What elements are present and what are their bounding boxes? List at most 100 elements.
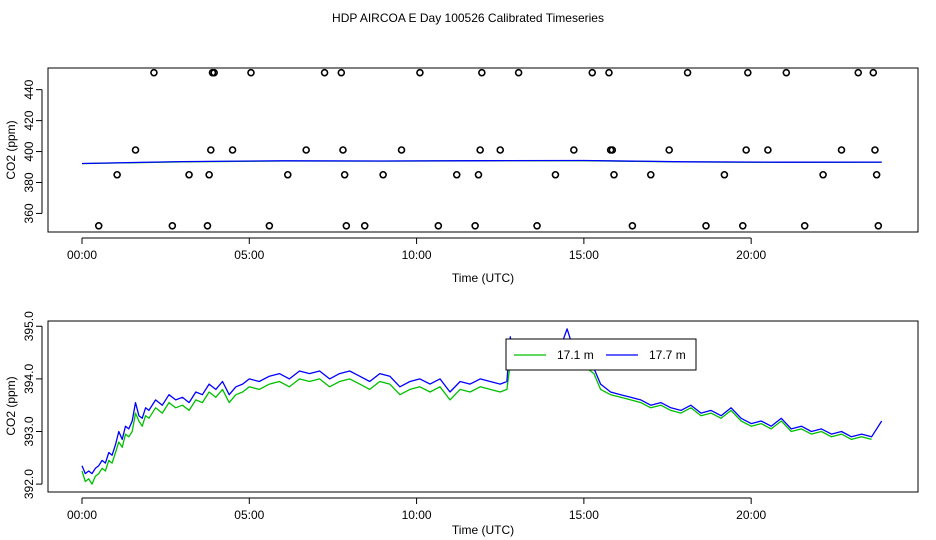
scatter-point [397, 146, 406, 154]
scatter-point [551, 170, 560, 179]
top-y-tick-label: 420 [22, 110, 36, 130]
bottom-y-axis-label: CO2 (ppm) [4, 376, 18, 435]
scatter-point [854, 68, 863, 77]
scatter-point [478, 68, 486, 77]
top-x-axis: 00:00 05:00 10:00 15:00 20:00 [67, 237, 767, 262]
top-x-tick-label: 05:00 [234, 248, 264, 262]
bottom-series-layer [81, 328, 883, 485]
bottom-y-axis: 392.0 393.0 394.0 395.0 [22, 311, 43, 499]
scatter-point [628, 222, 637, 230]
scatter-point [605, 68, 613, 77]
scatter-point [283, 170, 292, 179]
top-x-tick-label: 00:00 [67, 248, 97, 262]
scatter-point [476, 146, 484, 154]
scatter-point [874, 222, 883, 230]
top-panel: 00:00 05:00 10:00 15:00 20:00 360 380 400 420 44… [4, 67, 919, 285]
scatter-point [168, 222, 177, 230]
bottom-y-tick-label: 393.0 [22, 416, 36, 446]
scatter-point [265, 222, 274, 230]
top-series-layer [81, 159, 882, 165]
top-y-tick-label: 440 [22, 79, 36, 99]
scatter-point [496, 146, 505, 154]
top-points-layer [94, 68, 883, 230]
scatter-point [203, 222, 212, 230]
legend-label-17-7m: 17.7 m [649, 348, 686, 362]
bottom-series-line-1 [81, 328, 883, 475]
top-y-tick-label: 380 [22, 172, 36, 192]
scatter-point [474, 170, 483, 179]
bottom-plot-frame [47, 320, 919, 493]
scatter-point [228, 146, 237, 154]
bottom-x-tick-label: 05:00 [234, 508, 264, 522]
scatter-point [608, 146, 617, 154]
scatter-point [588, 68, 597, 77]
scatter-point [210, 68, 218, 77]
scatter-point [646, 170, 655, 179]
bottom-y-tick-label: 392.0 [22, 469, 36, 499]
legend-label-17-1m: 17.1 m [557, 348, 594, 362]
scatter-point [302, 146, 310, 154]
scatter-point [471, 222, 479, 230]
scatter-point [434, 222, 443, 230]
top-y-tick-label: 360 [22, 203, 36, 223]
scatter-point [379, 170, 387, 179]
top-x-axis-label: Time (UTC) [452, 271, 514, 285]
bottom-x-axis-label: Time (UTC) [452, 523, 514, 537]
scatter-point [869, 68, 878, 77]
scatter-point [744, 68, 752, 77]
legend: 17.1 m 17.7 m [505, 338, 697, 371]
scatter-point [452, 170, 461, 179]
scatter-point [782, 68, 791, 77]
scatter-point [702, 222, 710, 230]
bottom-series-line-0 [81, 346, 872, 485]
top-x-tick-label: 15:00 [569, 248, 599, 262]
scatter-point [342, 222, 351, 230]
scatter-point [320, 68, 329, 77]
scatter-point [416, 68, 424, 77]
scatter-point [360, 222, 369, 230]
scatter-point [339, 146, 347, 154]
bottom-x-tick-label: 00:00 [67, 508, 97, 522]
scatter-point [872, 170, 881, 179]
scatter-point [739, 222, 747, 230]
top-x-tick-label: 10:00 [402, 248, 432, 262]
bottom-y-tick-label: 394.0 [22, 364, 36, 394]
top-y-axis: 360 380 400 420 440 [22, 79, 43, 223]
scatter-point [113, 170, 121, 179]
scatter-point [720, 170, 729, 179]
top-x-tick-label: 20:00 [736, 248, 766, 262]
scatter-point [800, 222, 809, 230]
scatter-point [150, 68, 158, 77]
scatter-point [185, 170, 193, 179]
bottom-panel: 00:00 05:00 10:00 15:00 20:00 392.0 393.0 394.… [4, 311, 919, 537]
scatter-point [131, 146, 140, 154]
top-y-axis-label: CO2 (ppm) [4, 120, 18, 179]
bottom-x-tick-label: 10:00 [402, 508, 432, 522]
bottom-y-tick-label: 395.0 [22, 311, 36, 341]
scatter-point [665, 146, 673, 154]
scatter-point [570, 146, 578, 154]
bottom-x-tick-label: 15:00 [569, 508, 599, 522]
scatter-point [205, 170, 213, 179]
top-y-tick-label: 400 [22, 141, 36, 161]
scatter-point [247, 68, 255, 77]
scatter-point [837, 146, 846, 154]
scatter-point [819, 170, 827, 179]
chart-title: HDP AIRCOA E Day 100526 Calibrated Times… [332, 11, 604, 25]
scatter-point [94, 222, 103, 230]
bottom-x-tick-label: 20:00 [736, 508, 766, 522]
scatter-point [683, 68, 692, 77]
scatter-point [340, 170, 349, 179]
scatter-point [610, 170, 618, 179]
scatter-point [764, 146, 772, 154]
scatter-point [337, 68, 346, 77]
top-series-line-1 [81, 159, 882, 165]
scatter-point [533, 222, 541, 230]
top-plot-frame [47, 67, 919, 233]
scatter-point [742, 146, 750, 154]
scatter-point [514, 68, 523, 77]
scatter-point [871, 146, 879, 154]
scatter-point [207, 146, 215, 154]
bottom-x-axis: 00:00 05:00 10:00 15:00 20:00 [67, 497, 767, 522]
